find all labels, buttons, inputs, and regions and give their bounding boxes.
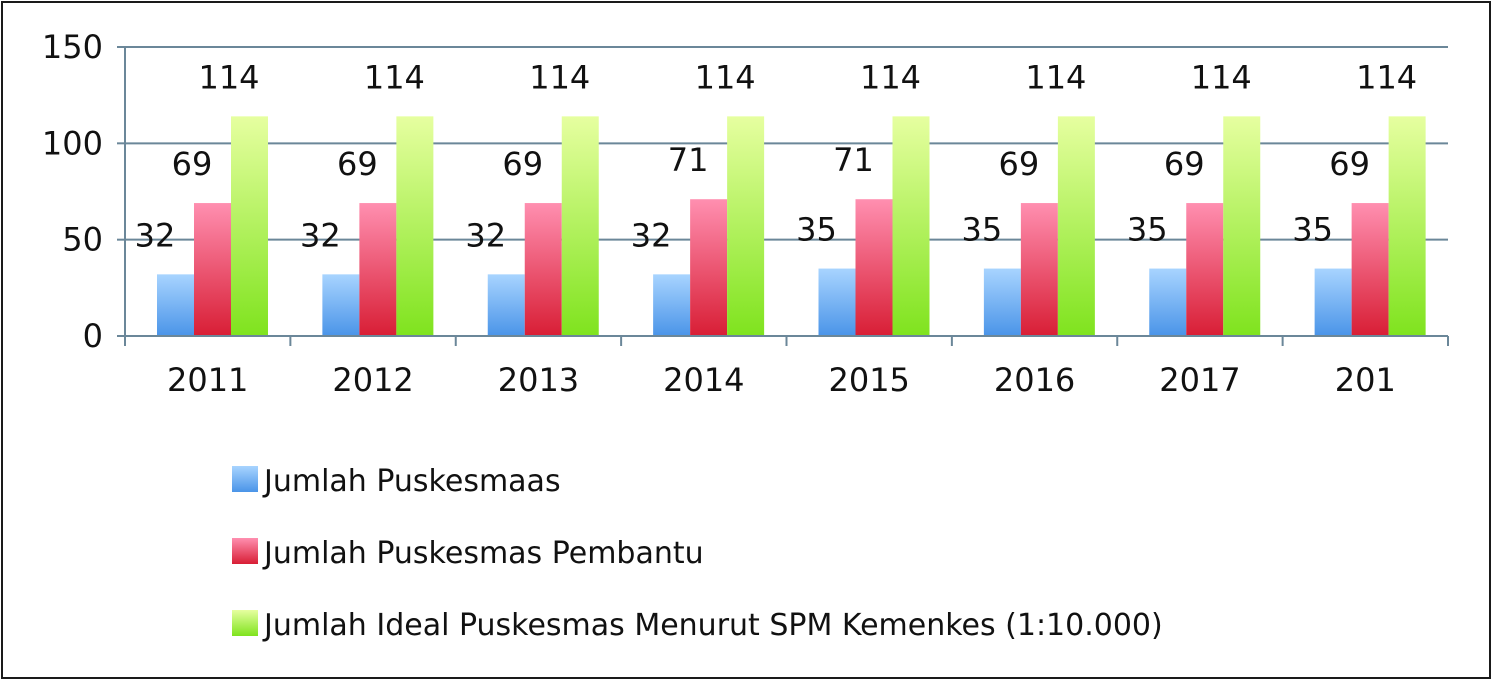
bar <box>194 203 231 336</box>
data-label: 69 <box>502 145 543 183</box>
x-tick-label: 2016 <box>994 361 1075 399</box>
bar <box>1149 268 1187 336</box>
data-label: 114 <box>1191 58 1252 96</box>
bar <box>1186 203 1224 336</box>
data-label: 71 <box>668 141 709 179</box>
y-tick-label: 0 <box>83 317 103 355</box>
legend-label: Jumlah Puskesmas Pembantu <box>262 536 704 571</box>
data-label: 69 <box>1164 145 1205 183</box>
x-tick-label: 2014 <box>663 361 744 399</box>
x-tick-label: 2012 <box>332 361 413 399</box>
data-label: 114 <box>364 58 425 96</box>
bar <box>1057 116 1095 336</box>
x-tick-label: 2011 <box>167 361 248 399</box>
legend-label: Jumlah Puskesmaas <box>262 464 561 499</box>
bar <box>727 116 765 336</box>
bar <box>231 116 268 336</box>
bar <box>561 116 599 336</box>
bar <box>322 274 360 336</box>
bar <box>524 203 562 336</box>
data-label: 35 <box>962 211 1003 249</box>
bar <box>1314 268 1352 336</box>
bar <box>1223 116 1261 336</box>
data-label: 32 <box>135 216 176 254</box>
bar <box>1388 116 1426 336</box>
bar <box>1351 203 1389 336</box>
y-tick-label: 50 <box>62 221 103 259</box>
data-label: 35 <box>1127 211 1168 249</box>
bar <box>818 268 856 336</box>
data-label: 114 <box>198 58 259 96</box>
legend-swatch <box>232 538 258 564</box>
x-tick-label: 2017 <box>1159 361 1240 399</box>
data-label: 114 <box>1356 58 1417 96</box>
bar <box>487 274 525 336</box>
bar <box>653 274 691 336</box>
legend: Jumlah Puskesmaas Jumlah Puskesmas Pemban… <box>232 464 1163 643</box>
y-tick-label: 150 <box>42 28 103 66</box>
data-labels: 32 69 114 32 69 114 32 69 114 32 71 114 35 71 114 35 69 1… <box>135 58 1418 254</box>
data-label: 35 <box>796 211 837 249</box>
x-tick-label: 2013 <box>498 361 579 399</box>
bar <box>396 116 434 336</box>
data-label: 114 <box>695 58 756 96</box>
bar <box>690 199 728 336</box>
data-label: 69 <box>172 145 213 183</box>
data-label: 114 <box>529 58 590 96</box>
data-label: 114 <box>860 58 921 96</box>
x-tick-label: 2015 <box>828 361 909 399</box>
legend-swatch <box>232 610 258 636</box>
bar <box>1020 203 1058 336</box>
bar <box>892 116 930 336</box>
data-label: 114 <box>1025 58 1086 96</box>
bar <box>983 268 1021 336</box>
data-label: 32 <box>631 216 672 254</box>
bar <box>359 203 397 336</box>
axes: 0 50 100 150 2011 2012 2013 2014 2015 2016 2017 201 <box>42 28 1449 399</box>
legend-label: Jumlah Ideal Puskesmas Menurut SPM Kemen… <box>262 608 1163 643</box>
data-label: 71 <box>833 141 874 179</box>
bars <box>157 116 1426 336</box>
bar <box>157 274 194 336</box>
data-label: 69 <box>337 145 378 183</box>
x-tick-label: 201 <box>1335 361 1396 399</box>
y-tick-label: 100 <box>42 124 103 162</box>
data-label: 32 <box>300 216 341 254</box>
data-label: 69 <box>1329 145 1370 183</box>
data-label: 35 <box>1292 211 1333 249</box>
bar <box>855 199 893 336</box>
legend-swatch <box>232 466 258 492</box>
data-label: 69 <box>999 145 1040 183</box>
data-label: 32 <box>465 216 506 254</box>
